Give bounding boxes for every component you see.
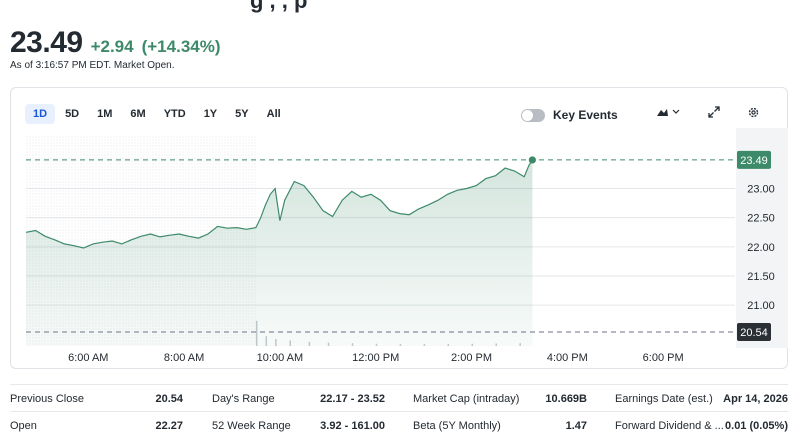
range-button-5y[interactable]: 5Y: [235, 108, 249, 120]
key-events-label: Key Events: [553, 108, 618, 122]
stat-value: 1.47: [565, 420, 587, 432]
chart-settings-button[interactable]: [747, 106, 760, 122]
range-button-all[interactable]: All: [266, 108, 281, 120]
price-chart[interactable]: 23.0022.5022.0021.5021.0023.0022.5022.00…: [11, 88, 789, 370]
y-tick-label: 22.50: [747, 213, 775, 225]
range-button-1m[interactable]: 1M: [97, 108, 113, 120]
x-tick-label: 10:00 AM: [257, 352, 303, 364]
current-price-tag: [737, 150, 771, 169]
range-button-1y[interactable]: 1Y: [203, 108, 218, 120]
price-area: [26, 159, 533, 346]
current-price-tag-label: 23.49: [740, 155, 768, 167]
stat-value: 0.01 (0.05%): [725, 420, 788, 432]
x-tick-label: 6:00 PM: [643, 352, 684, 364]
stat-label: Open: [10, 420, 37, 432]
quote-timestamp: As of 3:16:57 PM EDT. Market Open.: [10, 60, 175, 71]
expand-icon: [708, 106, 720, 118]
previous-close-tag-label: 20.54: [740, 327, 768, 339]
stat-label: Earnings Date (est.): [615, 393, 713, 405]
y-tick-label: 21.00: [747, 300, 775, 312]
stat-value: 22.27: [155, 420, 183, 432]
y-tick-label: 22.00: [747, 242, 775, 254]
expand-button[interactable]: [708, 106, 720, 121]
x-tick-label: 6:00 AM: [68, 352, 108, 364]
price-change-percent: (+14.34%): [141, 37, 221, 56]
stat-label: Previous Close: [10, 393, 84, 405]
quote-price-row: 23.49 +2.94 (+14.34%): [10, 26, 221, 60]
x-tick-label: 2:00 PM: [451, 352, 492, 364]
stat-value: Apr 14, 2026: [723, 393, 788, 405]
range-button-1d[interactable]: 1D: [25, 104, 56, 124]
stat-value: 22.17 - 23.52: [320, 393, 385, 405]
mountain-chart-icon: [657, 109, 680, 116]
range-button-ytd[interactable]: YTD: [163, 108, 186, 120]
y-tick-label: 23.00: [747, 184, 775, 196]
key-events-control[interactable]: Key Events: [521, 108, 618, 122]
y-tick-label: 21.50: [747, 271, 775, 283]
stats-row: Previous Close 20.54 Day's Range 22.17 - 23…: [10, 384, 788, 410]
stat-label: Market Cap (intraday): [413, 393, 520, 405]
x-tick-label: 12:00 PM: [352, 352, 399, 364]
range-button-6m[interactable]: 6M: [130, 108, 146, 120]
x-tick-label: 8:00 AM: [164, 352, 204, 364]
stat-label: Beta (5Y Monthly): [413, 420, 501, 432]
current-price: 23.49: [10, 26, 83, 59]
price-change: +2.94: [90, 37, 134, 56]
gear-icon: [748, 107, 759, 118]
chart-card: 1D 5D 1M 6M YTD 1Y 5Y All Key Events 23.00 22.50…: [10, 87, 788, 369]
stat-value: 10.669B: [545, 393, 587, 405]
page-title-fragment: g , , p: [250, 0, 308, 13]
chevron-down-icon: [672, 109, 680, 114]
range-button-5d[interactable]: 5D: [65, 108, 80, 120]
stat-label: Forward Dividend & ...: [615, 420, 724, 432]
price-line: [25, 159, 533, 249]
stat-label: Day's Range: [212, 393, 275, 405]
stat-value: 20.54: [155, 393, 183, 405]
key-events-toggle[interactable]: [521, 108, 545, 122]
stats-row: Open 22.27 52 Week Range 3.92 - 161.00 Beta …: [10, 411, 788, 437]
chart-type-button[interactable]: [656, 106, 682, 121]
stat-value: 3.92 - 161.00: [320, 420, 385, 432]
stat-label: 52 Week Range: [212, 420, 291, 432]
x-tick-label: 4:00 PM: [547, 352, 588, 364]
range-selector: 1D 5D 1M 6M YTD 1Y 5Y All: [25, 104, 291, 124]
previous-close-tag: [737, 323, 771, 341]
